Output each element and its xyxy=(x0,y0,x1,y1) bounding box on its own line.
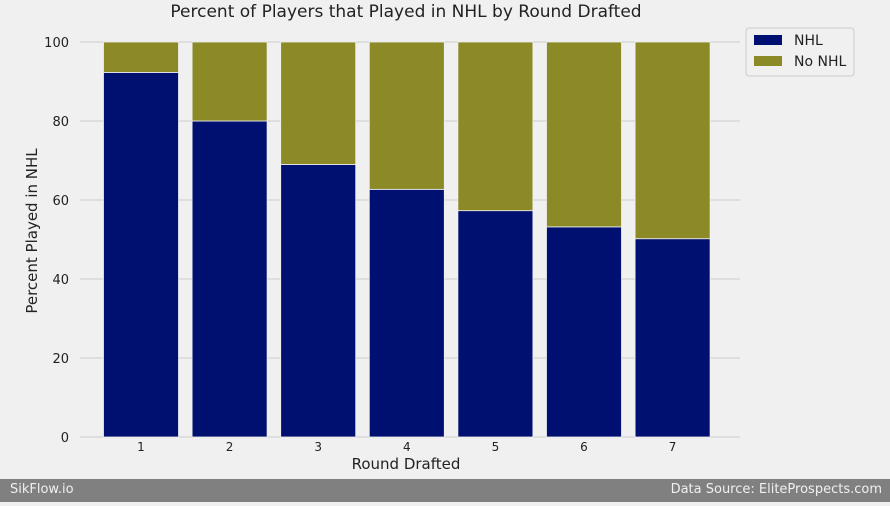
x-tick-label: 5 xyxy=(492,440,500,454)
y-tick-label: 40 xyxy=(52,273,69,288)
bar-no-nhl-round-2 xyxy=(191,41,268,122)
footer-data-source: Data Source: EliteProspects.com xyxy=(670,482,882,497)
bar-nhl-round-6 xyxy=(546,226,622,438)
y-tick-labels: 0 20 40 60 80 100 xyxy=(44,36,69,446)
bar-no-nhl-round-5 xyxy=(457,41,534,212)
footer-credit: SikFlow.io xyxy=(10,482,74,497)
y-tick-label: 80 xyxy=(52,115,69,130)
x-tick-label: 7 xyxy=(669,440,677,454)
legend-swatch xyxy=(754,56,782,66)
bar-nhl-round-1 xyxy=(103,72,179,438)
x-tick-label: 3 xyxy=(314,440,322,454)
bar-no-nhl-round-7 xyxy=(634,41,711,240)
x-tick-label: 2 xyxy=(226,440,234,454)
bars xyxy=(103,41,711,438)
footer-bar: SikFlow.io Data Source: EliteProspects.c… xyxy=(0,479,890,502)
bar-nhl-round-2 xyxy=(191,120,268,438)
x-tick-label: 4 xyxy=(403,440,411,454)
bar-nhl-round-5 xyxy=(457,210,534,438)
legend-swatch xyxy=(754,35,782,45)
y-tick-label: 100 xyxy=(44,36,69,51)
chart-title: Percent of Players that Played in NHL by… xyxy=(170,2,641,22)
legend: NHL No NHL xyxy=(745,27,855,77)
y-axis-label: Percent Played in NHL xyxy=(23,148,41,314)
bar-nhl-round-4 xyxy=(368,188,445,438)
bar-nhl-round-7 xyxy=(634,238,711,438)
x-axis-label: Round Drafted xyxy=(352,455,461,473)
bar-no-nhl-round-6 xyxy=(546,41,622,228)
y-tick-label: 60 xyxy=(52,194,69,209)
bar-no-nhl-round-1 xyxy=(103,41,179,73)
x-tick-label: 6 xyxy=(580,440,588,454)
legend-label: No NHL xyxy=(794,54,846,70)
bar-no-nhl-round-3 xyxy=(280,41,357,165)
y-tick-label: 20 xyxy=(52,352,69,367)
legend-label: NHL xyxy=(794,33,823,49)
bar-nhl-round-3 xyxy=(280,164,357,438)
x-tick-label: 1 xyxy=(137,440,145,454)
bar-no-nhl-round-4 xyxy=(368,41,445,190)
x-tick-labels: 1 2 3 4 5 6 7 xyxy=(137,440,676,454)
y-tick-label: 0 xyxy=(61,431,69,446)
